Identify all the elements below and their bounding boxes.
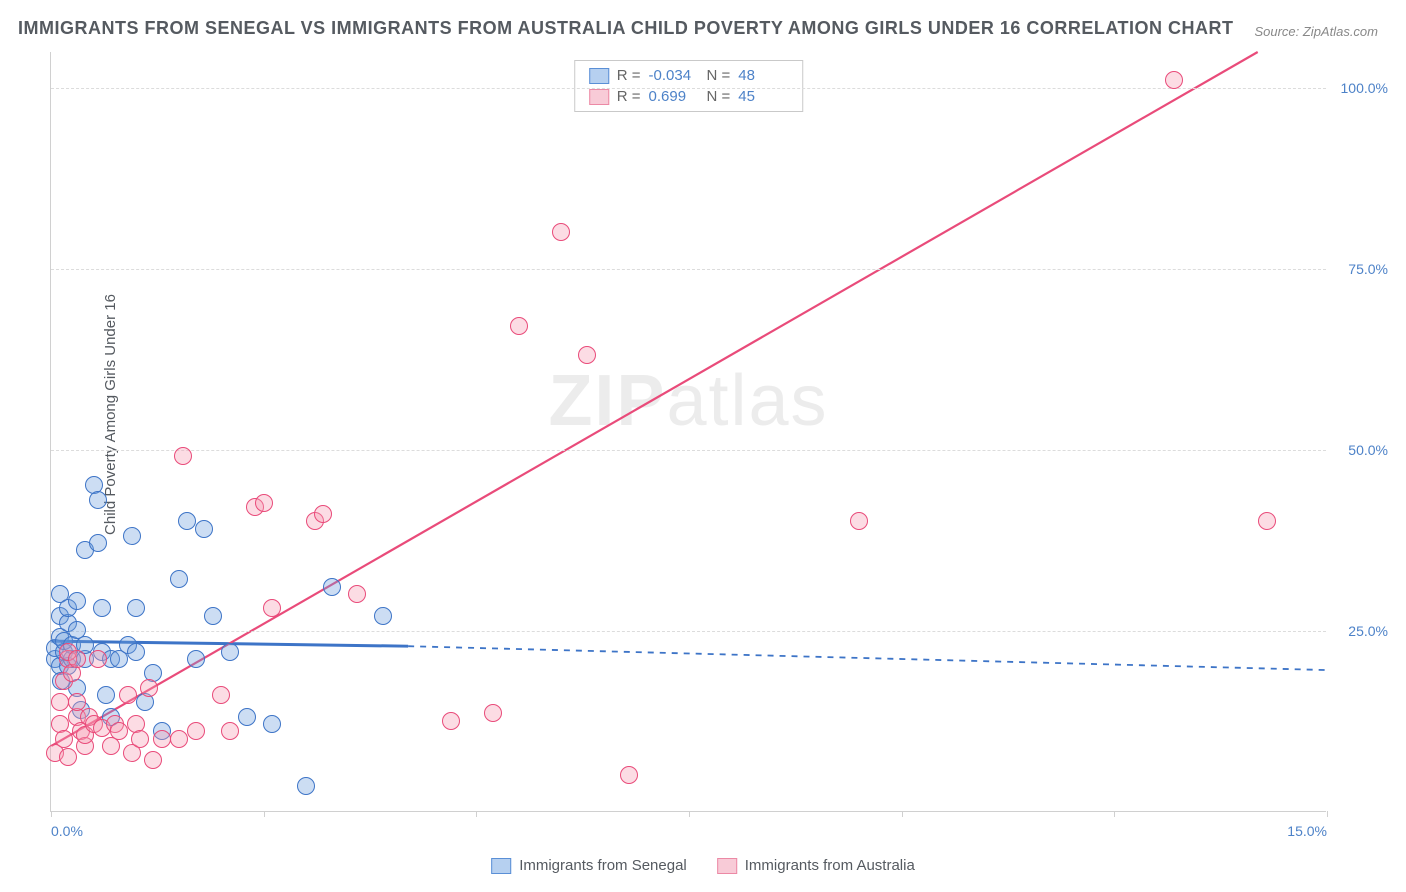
scatter-point-australia (59, 748, 77, 766)
scatter-point-australia (68, 650, 86, 668)
scatter-point-australia (510, 317, 528, 335)
watermark: ZIPatlas (548, 360, 828, 442)
scatter-point-australia (348, 585, 366, 603)
x-tick (476, 811, 477, 817)
scatter-point-australia (119, 686, 137, 704)
gridline-h (51, 450, 1326, 451)
scatter-point-australia (221, 722, 239, 740)
scatter-point-senegal (187, 650, 205, 668)
scatter-point-australia (187, 722, 205, 740)
y-tick-label: 50.0% (1348, 442, 1388, 458)
x-tick-label: 0.0% (51, 823, 83, 839)
y-tick-label: 100.0% (1341, 80, 1388, 96)
scatter-point-senegal (89, 534, 107, 552)
scatter-point-australia (255, 494, 273, 512)
scatter-point-australia (212, 686, 230, 704)
x-tick-label: 15.0% (1287, 823, 1327, 839)
stats-n-label: N = (707, 88, 731, 105)
scatter-point-australia (620, 766, 638, 784)
source-credit: Source: ZipAtlas.com (1254, 24, 1378, 39)
watermark-bold: ZIP (548, 361, 666, 441)
trend-lines-layer (51, 52, 1326, 811)
legend-item-australia: Immigrants from Australia (717, 857, 915, 874)
scatter-point-australia (1165, 71, 1183, 89)
gridline-h (51, 88, 1326, 89)
scatter-point-senegal (127, 599, 145, 617)
scatter-point-australia (89, 650, 107, 668)
stats-r-label: R = (617, 67, 641, 84)
scatter-point-senegal (221, 643, 239, 661)
gridline-h (51, 269, 1326, 270)
scatter-point-australia (51, 693, 69, 711)
scatter-point-senegal (89, 491, 107, 509)
source-link[interactable]: ZipAtlas.com (1303, 24, 1378, 39)
y-tick-label: 75.0% (1348, 261, 1388, 277)
scatter-point-australia (170, 730, 188, 748)
chart-plot-area: ZIPatlas R = -0.034 N = 48 R = 0.699 N = 45… (50, 52, 1326, 812)
scatter-point-senegal (263, 715, 281, 733)
scatter-point-senegal (323, 578, 341, 596)
stats-legend-box: R = -0.034 N = 48 R = 0.699 N = 45 (574, 60, 804, 112)
scatter-point-senegal (170, 570, 188, 588)
x-tick (1114, 811, 1115, 817)
scatter-point-australia (68, 693, 86, 711)
legend-swatch-australia (717, 858, 737, 874)
trend-line-ext-senegal (408, 646, 1326, 670)
legend-item-senegal: Immigrants from Senegal (491, 857, 687, 874)
y-tick-label: 25.0% (1348, 623, 1388, 639)
scatter-point-senegal (374, 607, 392, 625)
trend-line-australia (51, 52, 1257, 746)
legend-label: Immigrants from Australia (745, 857, 915, 874)
scatter-point-australia (153, 730, 171, 748)
source-prefix: Source: (1254, 24, 1302, 39)
scatter-point-australia (174, 447, 192, 465)
stats-row-senegal: R = -0.034 N = 48 (589, 65, 789, 86)
scatter-point-australia (55, 730, 73, 748)
legend-swatch-senegal (589, 68, 609, 84)
x-tick (51, 811, 52, 817)
watermark-rest: atlas (666, 361, 828, 441)
scatter-point-senegal (204, 607, 222, 625)
scatter-point-australia (314, 505, 332, 523)
scatter-point-senegal (93, 599, 111, 617)
scatter-point-senegal (195, 520, 213, 538)
scatter-point-australia (1258, 512, 1276, 530)
scatter-point-australia (110, 722, 128, 740)
x-tick (689, 811, 690, 817)
x-tick (264, 811, 265, 817)
scatter-point-senegal (97, 686, 115, 704)
stats-n-value: 45 (738, 88, 788, 105)
stats-r-value: -0.034 (649, 67, 699, 84)
legend-label: Immigrants from Senegal (519, 857, 687, 874)
scatter-point-australia (850, 512, 868, 530)
chart-title: IMMIGRANTS FROM SENEGAL VS IMMIGRANTS FR… (18, 18, 1234, 39)
scatter-point-australia (484, 704, 502, 722)
scatter-point-senegal (178, 512, 196, 530)
scatter-point-senegal (123, 527, 141, 545)
scatter-point-australia (442, 712, 460, 730)
x-tick (902, 811, 903, 817)
scatter-point-senegal (68, 592, 86, 610)
scatter-point-senegal (297, 777, 315, 795)
stats-r-value: 0.699 (649, 88, 699, 105)
stats-n-value: 48 (738, 67, 788, 84)
scatter-point-australia (140, 679, 158, 697)
scatter-point-australia (578, 346, 596, 364)
scatter-point-senegal (127, 643, 145, 661)
bottom-legend: Immigrants from Senegal Immigrants from A… (491, 857, 915, 874)
legend-swatch-senegal (491, 858, 511, 874)
scatter-point-australia (552, 223, 570, 241)
scatter-point-australia (131, 730, 149, 748)
stats-n-label: N = (707, 67, 731, 84)
scatter-point-australia (263, 599, 281, 617)
gridline-h (51, 631, 1326, 632)
scatter-point-australia (144, 751, 162, 769)
stats-r-label: R = (617, 88, 641, 105)
scatter-point-senegal (238, 708, 256, 726)
legend-swatch-australia (589, 89, 609, 105)
x-tick (1327, 811, 1328, 817)
